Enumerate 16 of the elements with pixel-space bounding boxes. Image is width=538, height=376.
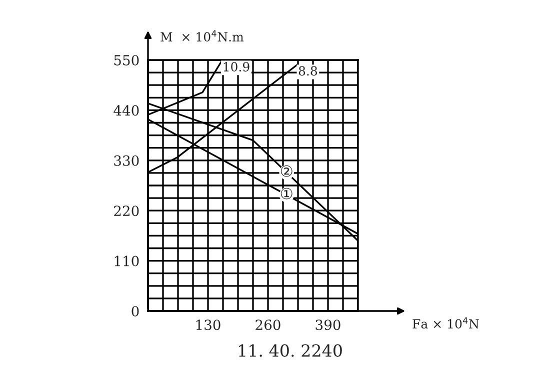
y-tick-label: 550 (114, 54, 139, 66)
y-tick-label: 0 (132, 306, 139, 316)
text: 11. 40. 2240 (239, 344, 342, 357)
y-axis-title: M × 10$^{4}$N.m (160, 30, 244, 42)
y-tick-label: 440 (114, 105, 139, 116)
x-tick-label: 260 (256, 320, 280, 330)
series-label: ② (280, 165, 292, 177)
series-label: 8.8 (298, 66, 318, 76)
series-label: ① (280, 188, 292, 200)
y-tick-label: 220 (114, 206, 139, 216)
series-label: 10.9 (224, 62, 250, 72)
x-axis-title: Fa × 10$^{4}$N (412, 317, 479, 329)
y-tick-label: 110 (114, 256, 139, 266)
x-tick-label: 390 (316, 320, 340, 330)
x-tick-label: 130 (196, 320, 220, 330)
y-tick-label: 330 (114, 155, 139, 166)
